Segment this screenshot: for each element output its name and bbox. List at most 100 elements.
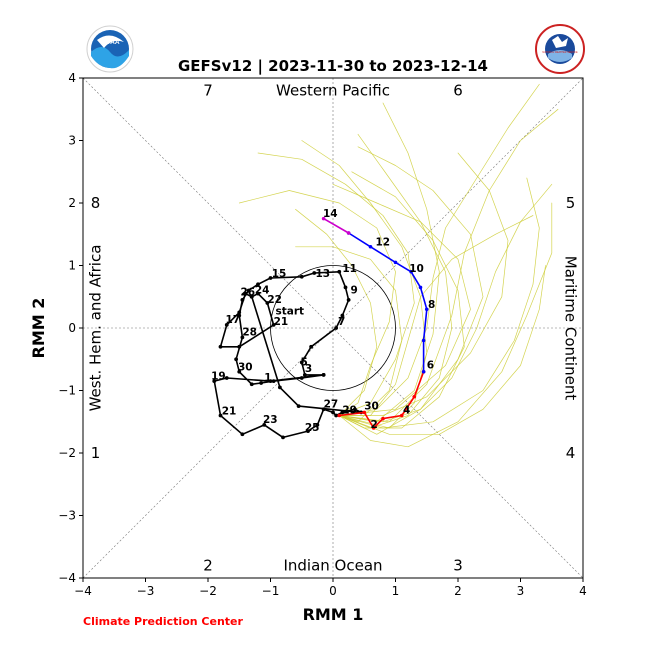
observed-point — [331, 410, 335, 415]
x-tick-label: 2 — [454, 584, 462, 598]
observed-point — [312, 271, 317, 275]
noaa-logo-text: NOAA — [100, 39, 119, 46]
observed-day-label: 30 — [364, 400, 379, 412]
observed-point — [281, 435, 285, 440]
ensemble-member-line — [338, 108, 559, 423]
phase-number-label: 8 — [91, 194, 101, 212]
observed-point — [340, 410, 345, 415]
observed-day-label: 13 — [316, 268, 331, 280]
forecast-week2-line — [347, 232, 428, 373]
forecast-day-label: 12 — [376, 237, 391, 249]
observed-point — [309, 344, 314, 349]
ensemble-member-line — [338, 171, 465, 429]
phase-number-label: 6 — [453, 82, 463, 100]
y-tick-label: −2 — [58, 446, 76, 460]
x-tick-label: 0 — [329, 584, 337, 598]
y-tick-label: 2 — [68, 196, 76, 210]
region-label-top: Western Pacific — [276, 82, 390, 100]
observed-point — [268, 379, 273, 384]
observed-point — [218, 413, 223, 418]
nws-logo-text: NATIONAL WEATHER SERVICE — [542, 51, 578, 54]
observed-point — [240, 297, 245, 302]
x-tick-label: 1 — [392, 584, 400, 598]
observed-point — [315, 422, 320, 427]
ensemble-member-line — [338, 146, 484, 435]
ensemble-member-line — [295, 246, 403, 423]
observed-day-label: 21 — [222, 405, 237, 417]
observed-point — [299, 376, 304, 380]
ensemble-member-line — [338, 152, 509, 416]
forecast-week2-point — [418, 285, 423, 290]
phase-number-label: 4 — [566, 444, 576, 462]
observed-day-label: 24 — [255, 285, 270, 297]
observed-day-label: 5 — [301, 357, 308, 369]
observed-day-label: 27 — [324, 398, 339, 410]
x-axis-label: RMM 1 — [303, 605, 364, 624]
forecast-week1-point — [362, 410, 367, 415]
y-tick-label: 1 — [68, 259, 76, 273]
observed-day-label: 26 — [241, 287, 256, 299]
ensemble-member-line — [257, 152, 415, 416]
observed-point — [340, 313, 345, 318]
ensemble-member-line — [338, 202, 553, 448]
observed-point — [237, 344, 242, 349]
observed-day-label: 11 — [342, 263, 357, 275]
ensemble-member-line — [338, 133, 453, 429]
nws-logo-icon: NATIONAL WEATHER SERVICE — [535, 24, 585, 74]
forecast-end-point — [346, 231, 351, 235]
y-tick-label: 3 — [68, 134, 76, 148]
chart-title: GEFSv12 | 2023-11-30 to 2023-12-14 — [178, 57, 488, 76]
y-tick-label: −1 — [58, 384, 76, 398]
unit-circle — [270, 265, 396, 391]
forecast-week2-point — [393, 260, 398, 265]
observed-day-label: 23 — [263, 414, 278, 426]
observed-point — [256, 282, 260, 287]
ensemble-member-line — [338, 265, 546, 435]
ensemble-member-line — [332, 183, 471, 416]
observed-day-label: 25 — [305, 422, 320, 434]
ensemble-member-line — [338, 102, 440, 423]
forecast-week1-point — [412, 394, 417, 399]
observed-point — [321, 407, 326, 412]
forecast-week2-point — [409, 269, 413, 274]
observed-point — [337, 269, 342, 274]
observed-point — [296, 404, 301, 409]
observed-point — [237, 313, 242, 318]
observed-point — [234, 357, 239, 362]
ensemble-member-line — [238, 190, 396, 416]
forecast-week1-point — [337, 413, 342, 418]
observed-point — [268, 276, 273, 280]
forecast-week1-point — [399, 413, 404, 418]
forecast-end-line — [322, 217, 350, 234]
observed-point — [271, 379, 276, 384]
phase-number-label: 7 — [203, 82, 213, 100]
y-tick-label: −3 — [58, 509, 76, 523]
region-label-left: West. Hem. and Africa — [87, 245, 105, 412]
observed-day-label: 19 — [211, 370, 226, 382]
forecast-day-label: 10 — [409, 263, 424, 275]
observed-day-label: 22 — [267, 294, 282, 306]
forecast-end-point — [321, 216, 326, 221]
phase-number-label: 3 — [453, 557, 463, 575]
observed-point — [237, 369, 242, 374]
x-tick-label: −3 — [137, 584, 155, 598]
phase-number-label: 5 — [566, 194, 576, 212]
region-label-right: Maritime Continent — [562, 256, 580, 401]
observed-point — [218, 344, 223, 349]
observed-day-label: 17 — [226, 314, 241, 326]
observed-point — [240, 335, 245, 340]
ensemble-member-line — [295, 208, 378, 416]
x-tick-label: −1 — [262, 584, 280, 598]
observed-point — [334, 413, 339, 418]
ensemble-member-line — [338, 215, 534, 416]
forecast-week2-point — [421, 369, 426, 374]
forecast-week1-point — [371, 426, 376, 430]
observed-day-label: 30 — [238, 362, 253, 374]
observed-point — [343, 285, 348, 290]
observed-day-label: 1 — [264, 372, 271, 384]
y-axis-label: RMM 2 — [29, 298, 48, 359]
observed-day-label: 21 — [274, 316, 289, 328]
observed-point — [299, 274, 304, 279]
observed-point — [346, 297, 351, 302]
